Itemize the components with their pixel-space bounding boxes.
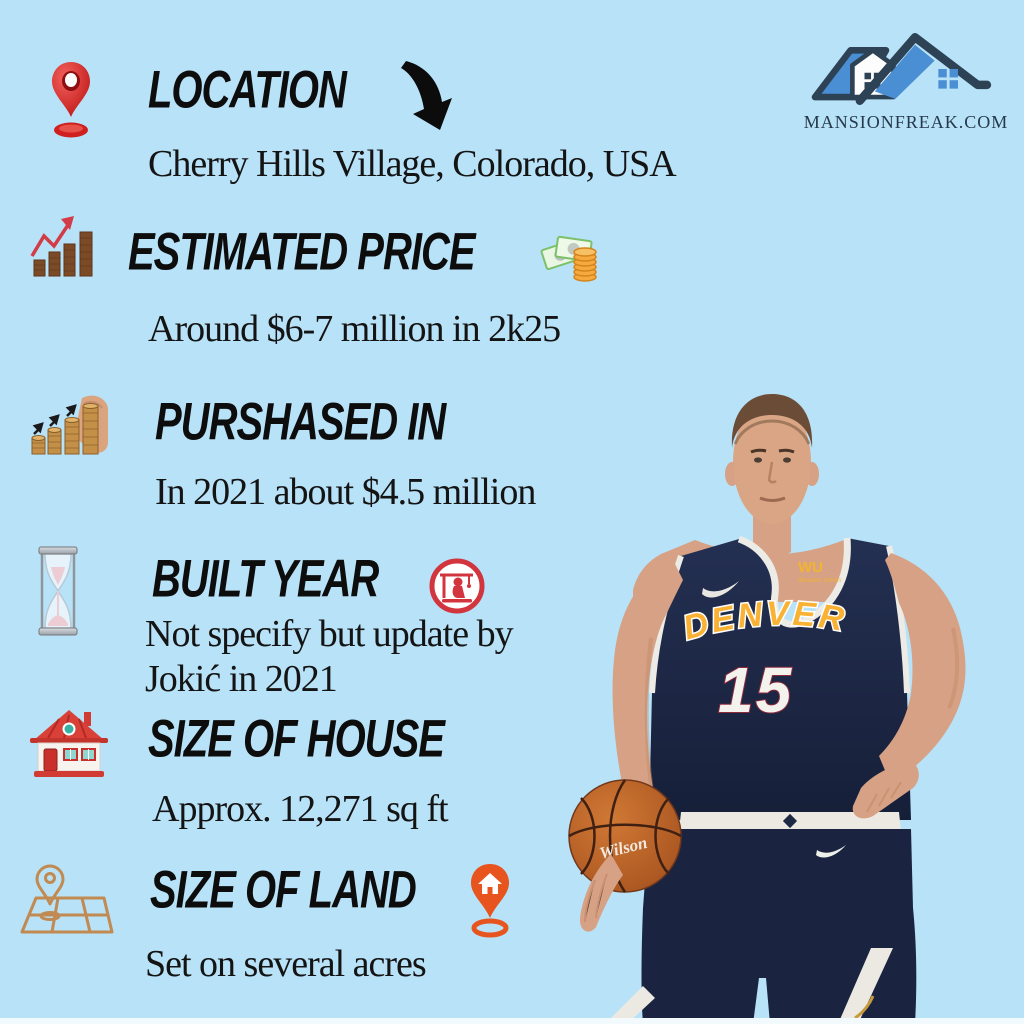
mansionfreak-logo-icon: [803, 26, 998, 112]
shorts-stripe-left: [605, 986, 655, 1024]
built-year-heading: BUILT YEAR: [152, 550, 379, 609]
player-left-arm: [879, 553, 966, 780]
jersey-sponsor-name-text: Western Union: [798, 577, 841, 584]
size-of-land-value: Set on several acres: [145, 943, 427, 985]
player-left-hand: [852, 760, 919, 819]
curved-arrow-icon: [396, 58, 454, 134]
purchased-in-heading: PURSHASED IN: [155, 393, 446, 452]
shorts-stripe: [838, 948, 893, 1024]
size-of-house-value: Approx. 12,271 sq ft: [152, 788, 449, 830]
built-year-value: Not specify but update by Jokić in 2021: [145, 613, 514, 700]
basketball: Wilson: [568, 779, 682, 893]
player-shorts: [641, 829, 917, 1024]
money-icon: [540, 231, 602, 285]
map-pin-icon: [16, 864, 116, 942]
purchased-in-value: In 2021 about $4.5 million: [155, 471, 536, 513]
shorts-swoosh-icon: [816, 845, 846, 858]
estimated-price-heading: ESTIMATED PRICE: [128, 223, 476, 282]
player-head: [725, 394, 819, 524]
player-photo: WU Western Union DENVER 15: [555, 388, 1024, 1024]
mansionfreak-site-name: MANSIONFREAK.COM: [803, 112, 1009, 132]
location-value: Cherry Hills Village, Colorado, USA: [148, 143, 677, 185]
house-icon: [26, 704, 112, 780]
construction-worker-icon: [428, 557, 486, 615]
player-jersey: [649, 538, 911, 820]
estimated-price-value: Around $6-7 million in 2k25: [148, 308, 561, 350]
home-pin-icon: [464, 862, 516, 940]
jersey-sponsor-text: WU: [798, 559, 823, 576]
growth-chart-icon: [28, 214, 102, 278]
jersey-number-text: 15: [718, 654, 793, 726]
size-of-house-heading: SIZE OF HOUSE: [148, 710, 445, 769]
bottom-edge-strip: [0, 1018, 1024, 1024]
jersey-neck-trim: [737, 535, 851, 628]
hourglass-icon: [36, 545, 80, 637]
player-right-arm: [612, 560, 683, 824]
coin-stacks-icon: [24, 390, 110, 458]
location-heading: LOCATION: [148, 61, 347, 120]
location-pin-icon: [46, 60, 96, 140]
nike-swoosh-icon: [702, 581, 739, 598]
size-of-land-heading: SIZE OF LAND: [150, 861, 417, 920]
